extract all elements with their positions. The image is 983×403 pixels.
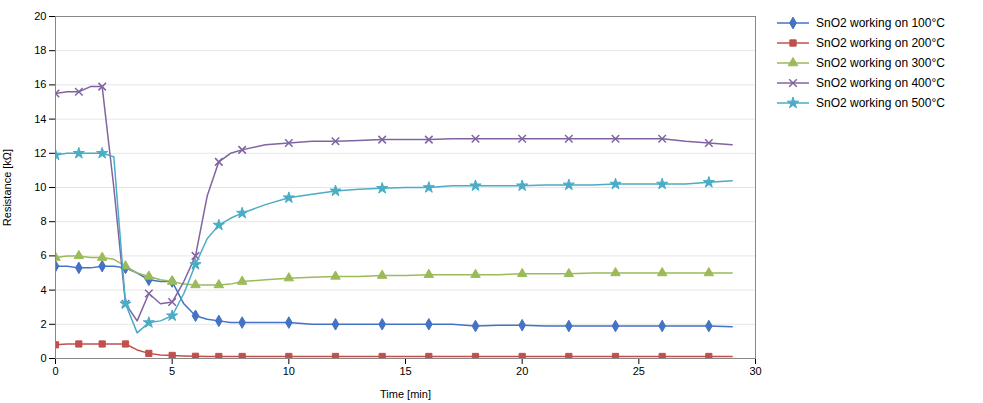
- svg-text:25: 25: [633, 365, 645, 377]
- svg-text:5: 5: [169, 365, 175, 377]
- svg-text:10: 10: [34, 181, 46, 193]
- svg-text:6: 6: [40, 249, 46, 261]
- svg-text:0: 0: [52, 365, 58, 377]
- svg-text:8: 8: [40, 215, 46, 227]
- svg-text:18: 18: [34, 44, 46, 56]
- svg-text:4: 4: [40, 284, 46, 296]
- svg-text:15: 15: [399, 365, 411, 377]
- svg-text:14: 14: [34, 113, 46, 125]
- svg-text:10: 10: [283, 365, 295, 377]
- html-text:SnO2 working on 500°C: SnO2 working on 500°C: [816, 96, 945, 110]
- svg-text:20: 20: [516, 365, 528, 377]
- svg-text:Time [min]: Time [min]: [380, 388, 431, 400]
- svg-text:16: 16: [34, 78, 46, 90]
- svg-text:12: 12: [34, 147, 46, 159]
- html-text:SnO2 working on 400°C: SnO2 working on 400°C: [816, 76, 945, 90]
- svg-text:0: 0: [40, 352, 46, 364]
- svg-text:Resistance [kΩ]: Resistance [kΩ]: [1, 149, 13, 226]
- html-text:SnO2 working on 100°C: SnO2 working on 100°C: [816, 16, 945, 30]
- svg-text:30: 30: [749, 365, 761, 377]
- html-text:SnO2 working on 200°C: SnO2 working on 200°C: [816, 36, 945, 50]
- svg-text:2: 2: [40, 318, 46, 330]
- svg-text:20: 20: [34, 10, 46, 22]
- html-text:SnO2 working on 300°C: SnO2 working on 300°C: [816, 56, 945, 70]
